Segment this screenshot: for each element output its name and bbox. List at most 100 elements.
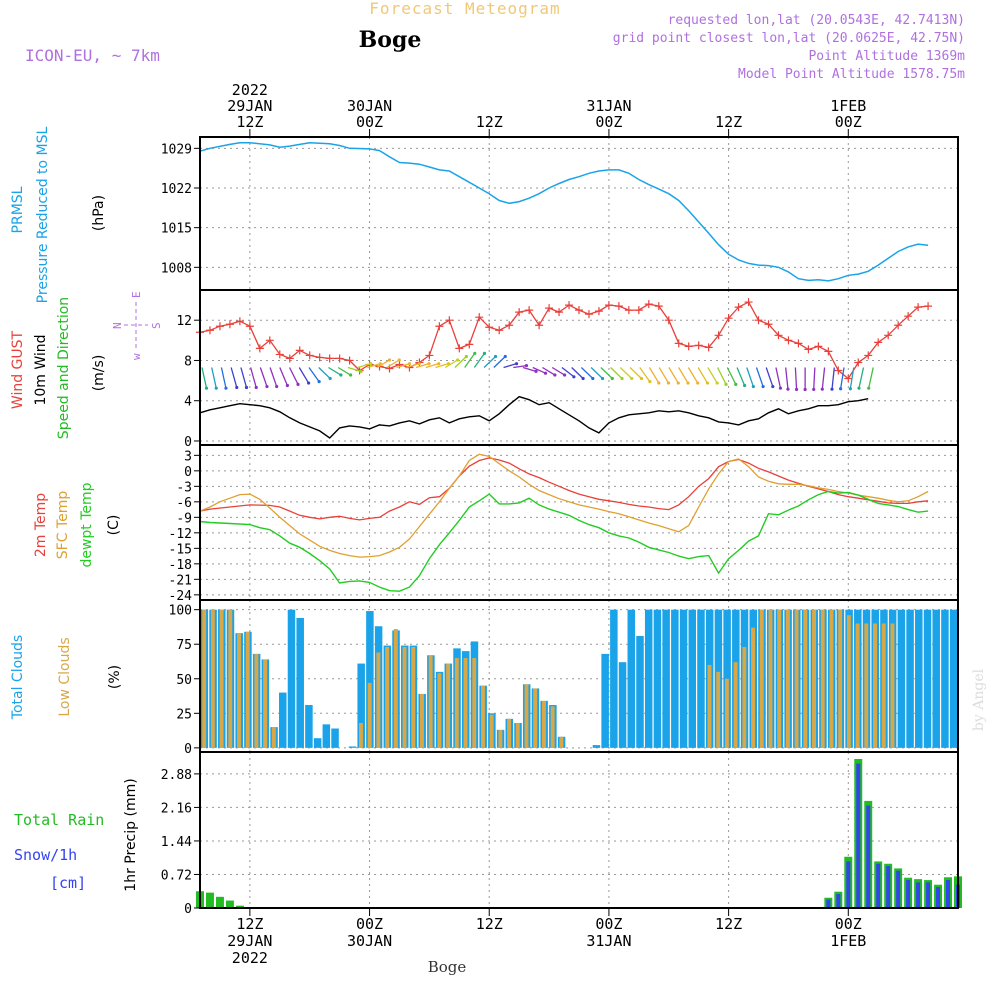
temp-tick-label: -12 (169, 527, 192, 542)
low-clouds-bar (237, 633, 241, 748)
wind-gust-point (814, 342, 823, 351)
low-clouds-bar (402, 646, 407, 748)
wind-dir-arrow (396, 363, 410, 369)
snow-bar (946, 880, 951, 908)
wind-dir-arrowhead (630, 376, 634, 381)
rain-bar (205, 892, 214, 908)
total-clouds-bar (322, 724, 331, 748)
temp-tick-label: -18 (169, 558, 192, 573)
low-clouds-bar (428, 655, 433, 748)
wind-dir-arrow (639, 367, 651, 383)
bottom-time-label: 00Z (356, 915, 383, 933)
wind-dir-arrow (678, 367, 689, 384)
precip-tick-label: 0.72 (161, 868, 192, 883)
wind-dir-arrowhead (715, 381, 719, 385)
low-clouds-bar (472, 658, 477, 748)
low-clouds-bar (254, 653, 259, 748)
pressure-unit: (hPa) (91, 195, 107, 231)
low-clouds-bar (376, 652, 381, 748)
low-clouds-bar (446, 663, 451, 748)
low-clouds-bar (829, 609, 834, 748)
snow-cm-label: [cm] (50, 874, 86, 892)
bottom-time-label: 30JAN (347, 932, 392, 950)
wind-gust-label: Wind GUST (10, 330, 26, 409)
wind-gust-point (525, 306, 534, 315)
total-clouds-bar (915, 609, 923, 748)
top-time-label: 12Z (236, 113, 263, 131)
bottom-time-label: 12Z (236, 915, 263, 933)
wind-gust-point (684, 342, 693, 351)
wind-dir-arrowhead (839, 387, 843, 391)
wind-dir-arrow (532, 366, 546, 374)
wind-dir-arrow (697, 367, 709, 384)
model-label: ICON-EU, ~ 7km (25, 46, 160, 65)
wind-dir-arrowhead (676, 381, 680, 385)
low-clouds-bar (707, 664, 712, 748)
wind-dir-arrow (357, 363, 371, 369)
wind-dir-arrow (483, 356, 496, 368)
total-clouds-bar (932, 609, 940, 748)
low-clouds-bar (559, 736, 564, 748)
wind-gust-point (515, 308, 524, 317)
wind-dir-arrowhead (743, 383, 747, 388)
clouds-tick-label: 25 (176, 707, 192, 722)
wind-dir-arrowhead (397, 358, 401, 362)
compass-w: w (130, 353, 143, 360)
wind-gust-point (475, 313, 484, 322)
wind-dir-arrow (746, 367, 754, 387)
low-clouds-bar (454, 658, 459, 748)
wind-dir-arrow (813, 367, 816, 390)
total-clouds-bar (627, 609, 636, 748)
wind-dir-arrowhead (639, 376, 644, 381)
panel-frames (199, 136, 959, 909)
precip-panel-frame (199, 751, 959, 909)
wind-dir-arrowhead (867, 386, 871, 390)
wind-dir-arrow (318, 367, 331, 379)
wind-gust-point (575, 306, 583, 315)
wind-gust-point (614, 302, 623, 311)
low-clouds-bar (864, 623, 869, 748)
wind-gust-point (275, 350, 284, 359)
wind-dir-arrowhead (620, 376, 624, 381)
wind-gust-point (295, 346, 304, 355)
total-clouds-bar (949, 609, 958, 748)
wind-dir-arrow (629, 367, 642, 379)
wind-gust-point (874, 338, 883, 347)
precip-tick-label: 2.88 (161, 768, 192, 783)
top-time-label: 1FEB (830, 97, 866, 115)
wind-gust-point (674, 339, 683, 348)
point-altitude: Point Altitude 1369m (808, 49, 965, 64)
wind-gust-point (485, 323, 494, 332)
temp-tick-label: 3 (184, 449, 192, 464)
wind-unit: (m/s) (91, 355, 107, 392)
wind-dir-arrow (415, 363, 430, 369)
bottom-time-label: 1FEB (830, 932, 866, 950)
wind-dir-arrow (755, 367, 764, 387)
wind-dir-arrowhead (437, 362, 441, 366)
top-time-label: 00Z (835, 113, 862, 131)
low-clouds-bar (437, 673, 442, 748)
total-clouds-bar (305, 705, 313, 748)
tdew-line (199, 490, 929, 592)
bottom-time-label: 2022 (232, 949, 268, 967)
pressure-label-2: Pressure Reduced to MSL (35, 126, 51, 303)
wind-dir-arrow (687, 367, 699, 384)
low-clouds-bar (794, 609, 799, 748)
low-clouds-bar (411, 646, 416, 748)
wind-gust-point (914, 303, 923, 312)
temp-tick-label: -15 (169, 542, 192, 557)
wind-gust-point (205, 326, 214, 335)
wind-dir-arrowhead (534, 369, 538, 373)
precip-tick-label: 1.44 (161, 835, 192, 850)
compass-rose: w E N S (111, 291, 163, 360)
pressure-label: PRMSL (10, 186, 26, 233)
snow-bar (856, 763, 861, 908)
tdew-label: dewpt Temp (79, 482, 95, 567)
low-clouds-bar (393, 629, 398, 748)
snow-bar (896, 870, 901, 908)
wind-gust-point (455, 344, 464, 353)
temp-tick-label: -9 (176, 511, 192, 526)
wind-dir-arrowhead (407, 362, 412, 366)
clouds-tick-label: 100 (169, 604, 192, 619)
